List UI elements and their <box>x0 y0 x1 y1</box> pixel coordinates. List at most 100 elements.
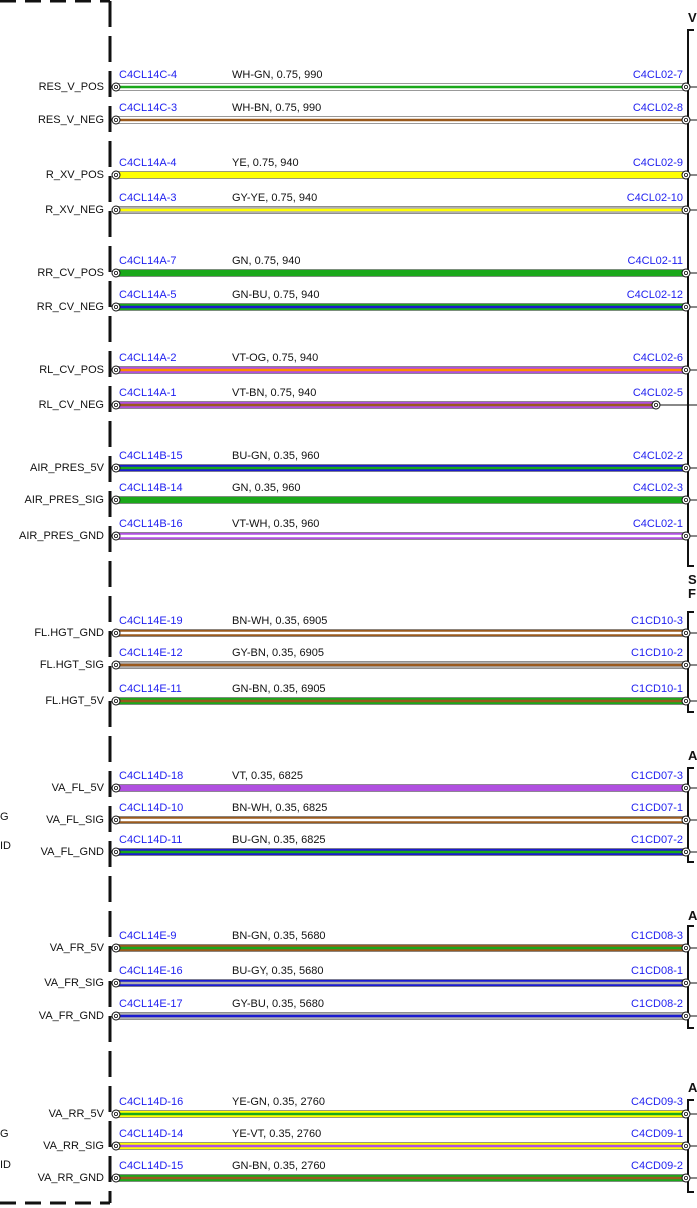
terminal-pin-center <box>114 534 119 539</box>
signal-name: FL.HGT_GND <box>34 627 104 639</box>
wire-row: VA_FR_GND C4CL14E-17 GY-BU, 0.35, 5680 C1CD… <box>39 998 697 1022</box>
terminal-pin <box>681 268 691 278</box>
terminal-pin <box>681 365 691 375</box>
terminal-pin-center <box>114 207 119 212</box>
signal-name: VA_FL_SIG <box>46 814 104 826</box>
terminal-pin <box>111 847 121 857</box>
terminal-pin-center <box>684 118 689 123</box>
wire-spec: VT-BN, 0.75, 940 <box>232 387 316 399</box>
source-pin-id: C4CL14C-4 <box>119 69 177 81</box>
wire-row: R_XV_POS C4CL14A-4 YE, 0.75, 940 C4CL02-9 <box>46 157 697 181</box>
terminal-pin-center <box>114 497 119 502</box>
source-pin-id: C4CL14D-10 <box>119 802 183 814</box>
section-header-top: V <box>688 10 697 25</box>
terminal-pin-center <box>114 946 119 951</box>
terminal-pin-center <box>684 699 689 704</box>
terminal-pin-center <box>114 850 119 855</box>
terminal-pin <box>111 495 121 505</box>
wire-spec: GN-BN, 0.35, 6905 <box>232 683 326 695</box>
terminal-pin <box>111 978 121 988</box>
section-header-f: F <box>688 586 696 601</box>
dest-pin-id: C4CL02-11 <box>628 255 683 267</box>
wire-spec: GN, 0.35, 960 <box>232 482 301 494</box>
wire-row: R_XV_NEG C4CL14A-3 GY-YE, 0.75, 940 C4CL02-… <box>45 192 697 216</box>
dest-pin-id: C4CD09-1 <box>631 1128 683 1140</box>
wire-spec: GN-BU, 0.75, 940 <box>232 289 319 301</box>
terminal-pin <box>111 302 121 312</box>
wire-spec: VT-WH, 0.35, 960 <box>232 518 319 530</box>
signal-name: RES_V_POS <box>39 81 104 93</box>
wire-spec: BU-GN, 0.35, 960 <box>232 450 319 462</box>
wire-spec: BU-GN, 0.35, 6825 <box>232 834 326 846</box>
terminal-pin <box>681 1173 691 1183</box>
terminal-pin <box>681 943 691 953</box>
wire-row: VA_FL_5V C4CL14D-18 VT, 0.35, 6825 C1CD07-3 <box>52 770 697 794</box>
wire-row: VA_FL_SIG C4CL14D-10 BN-WH, 0.35, 6825 C1CD… <box>46 802 697 826</box>
terminal-pin-center <box>684 1144 689 1149</box>
wire-spec: YE-GN, 0.35, 2760 <box>232 1096 325 1108</box>
signal-name: VA_RR_GND <box>38 1172 104 1184</box>
wire-row: FL.HGT_SIG C4CL14E-12 GY-BN, 0.35, 6905 C1C… <box>40 647 697 671</box>
signal-name: R_XV_NEG <box>45 204 104 216</box>
connector-bracket <box>687 29 694 567</box>
terminal-pin-center <box>684 270 689 275</box>
source-pin-id: C4CL14E-11 <box>119 683 182 695</box>
dest-pin-id: C4CL02-3 <box>633 482 683 494</box>
wire-row: RR_CV_POS C4CL14A-7 GN, 0.75, 940 C4CL02-11 <box>37 255 697 279</box>
wire-row: FL.HGT_GND C4CL14E-19 BN-WH, 0.35, 6905 C1C… <box>34 615 697 639</box>
wire-spec: YE-VT, 0.35, 2760 <box>232 1128 321 1140</box>
terminal-pin-center <box>684 981 689 986</box>
terminal-pin <box>111 628 121 638</box>
wire-row: VA_FL_GND C4CL14D-11 BU-GN, 0.35, 6825 C1CD… <box>41 834 697 858</box>
terminal-pin <box>111 815 121 825</box>
signal-name: FL.HGT_5V <box>45 695 104 707</box>
terminal-pin <box>111 943 121 953</box>
wires-layer: RES_V_POS C4CL14C-4 WH-GN, 0.75, 990 C4CL02… <box>19 29 697 1193</box>
terminal-pin <box>111 1109 121 1119</box>
wire-spec: BN-WH, 0.35, 6905 <box>232 615 327 627</box>
signal-name: RL_CV_NEG <box>39 399 104 411</box>
dest-pin-id: C4CD09-2 <box>631 1160 683 1172</box>
source-pin-id: C4CL14D-15 <box>119 1160 183 1172</box>
signal-name: VA_FR_GND <box>39 1010 104 1022</box>
signal-name: VA_FL_5V <box>52 782 105 794</box>
terminal-pin-center <box>684 1014 689 1019</box>
terminal-pin-center <box>684 663 689 668</box>
connector-bracket <box>687 925 694 1029</box>
terminal-pin <box>681 170 691 180</box>
wire-spec: WH-BN, 0.75, 990 <box>232 102 321 114</box>
terminal-pin-center <box>684 465 689 470</box>
terminal-pin-center <box>114 304 119 309</box>
signal-name: RES_V_NEG <box>38 114 104 126</box>
source-pin-id: C4CL14E-9 <box>119 930 176 942</box>
section-header-s: S <box>688 572 697 587</box>
dest-pin-id: C1CD07-3 <box>631 770 683 782</box>
wire-spec: YE, 0.75, 940 <box>232 157 299 169</box>
harness-boundary <box>0 0 112 1205</box>
terminal-pin-center <box>684 818 689 823</box>
terminal-pin-center <box>114 1144 119 1149</box>
terminal-pin <box>681 531 691 541</box>
terminal-pin <box>681 847 691 857</box>
source-pin-id: C4CL14A-3 <box>119 192 176 204</box>
terminal-pin-center <box>684 497 689 502</box>
source-pin-id: C4CL14A-1 <box>119 387 176 399</box>
terminal-pin <box>681 660 691 670</box>
terminal-pin-center <box>114 663 119 668</box>
terminal-pin-center <box>684 85 689 90</box>
source-pin-id: C4CL14D-14 <box>119 1128 183 1140</box>
terminal-pin <box>681 495 691 505</box>
terminal-pin-center <box>114 699 119 704</box>
wire-spec: GY-YE, 0.75, 940 <box>232 192 317 204</box>
wire-spec: GY-BN, 0.35, 6905 <box>232 647 324 659</box>
source-pin-id: C4CL14A-5 <box>119 289 176 301</box>
dest-pin-id: C1CD08-1 <box>631 965 683 977</box>
terminal-pin-center <box>114 1176 119 1181</box>
wire-spec: GN-BN, 0.35, 2760 <box>232 1160 326 1172</box>
terminal-pin-center <box>114 465 119 470</box>
source-pin-id: C4CL14E-16 <box>119 965 183 977</box>
source-pin-id: C4CL14E-19 <box>119 615 183 627</box>
dest-pin-id: C4CL02-10 <box>627 192 683 204</box>
terminal-pin-center <box>114 1014 119 1019</box>
